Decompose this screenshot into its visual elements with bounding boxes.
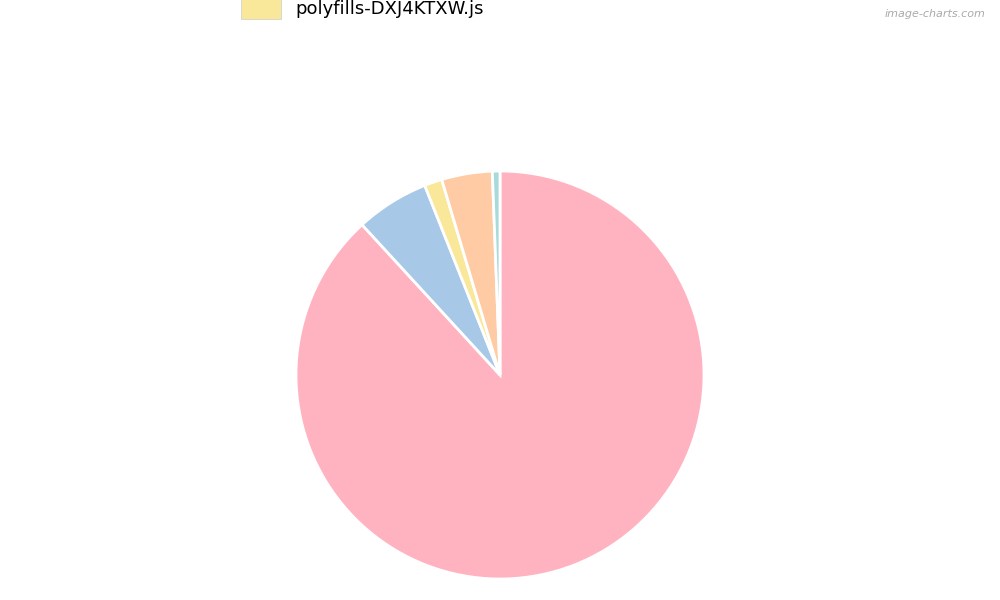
- Legend: main-P4HRQQFP.js, chunk-7LRM2SDL.js, polyfills-DXJ4KTXW.js, styles-5INURTSO.css,: main-P4HRQQFP.js, chunk-7LRM2SDL.js, pol…: [232, 0, 768, 28]
- Wedge shape: [425, 179, 500, 375]
- Wedge shape: [442, 171, 500, 375]
- Wedge shape: [296, 171, 704, 579]
- Text: image-charts.com: image-charts.com: [884, 9, 985, 19]
- Wedge shape: [492, 171, 500, 375]
- Wedge shape: [362, 185, 500, 375]
